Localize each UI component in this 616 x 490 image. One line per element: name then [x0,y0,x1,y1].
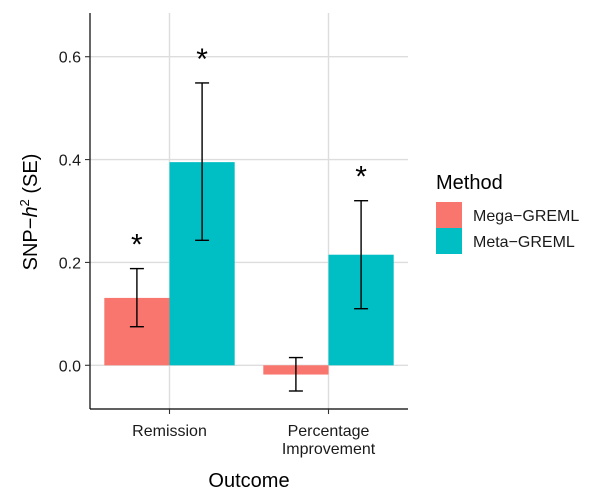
x-tick-label-line: Percentage [288,423,370,440]
x-ticks: Remission Percentage Improvement [132,409,376,458]
x-tick-label-0: Remission [132,423,207,440]
x-tick-label-1: Percentage Improvement [282,423,376,458]
legend-label-0: Mega−GREML [473,208,579,225]
legend: Method Mega−GREML Meta−GREML [436,172,579,254]
y-tick-label-1: 0.2 [59,255,81,272]
x-tick-label-line: Remission [132,423,207,440]
y-ticks: 0.0 0.2 0.4 0.6 [59,50,90,375]
legend-title: Method [436,172,503,194]
significance-star-s1-c0: * [196,43,208,76]
y-axis-title: SNP−h2 (SE) [17,154,42,271]
y-tick-label-2: 0.4 [59,153,81,170]
legend-label-1: Meta−GREML [473,234,575,251]
bars [104,162,394,375]
significance-markers: * * * [131,43,367,262]
x-tick-label-line: Improvement [282,441,376,458]
y-tick-label-0: 0.0 [59,358,81,375]
significance-star-s1-c1: * [355,161,367,194]
legend-swatch-0 [436,202,462,228]
x-axis-title: Outcome [208,470,289,490]
significance-star-s0-c0: * [131,229,143,262]
y-tick-label-3: 0.6 [59,50,81,67]
legend-swatch-1 [436,228,462,254]
axes [89,13,408,410]
error-bars [129,82,369,392]
